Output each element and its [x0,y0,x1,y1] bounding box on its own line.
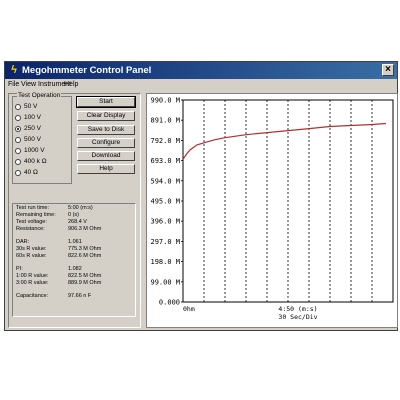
megohmmeter-window: ϟ Megohmmeter Control Panel × File View … [4,61,398,331]
clear-display-button[interactable]: Clear Display [77,111,135,121]
menu-file[interactable]: File [8,81,20,88]
menu-bar: File View Instrument Help [5,79,397,90]
y-tick-label: 495.0 M [150,198,180,206]
menu-instrument[interactable]: Instrument [38,81,72,88]
x-time-label: 4:50 (m:s) [278,305,317,313]
x-scale-label: 30 Sec/Div [278,313,317,321]
lightning-icon: ϟ [11,64,17,76]
y-tick-label: 198.0 M [150,258,180,266]
x-start-label: 0hm [183,305,195,313]
test-operation-group [12,96,72,184]
title-bar[interactable]: ϟ Megohmmeter Control Panel × [5,62,397,79]
y-tick-label: 396.0 M [150,218,180,226]
save-to-disk-button[interactable]: Save to Disk [77,125,135,135]
radio-circle [15,137,21,143]
menu-help[interactable]: Help [64,81,79,88]
y-tick-label: 297.0 M [150,238,180,246]
radio-circle [15,170,21,176]
radio-circle [15,148,21,154]
y-tick-label: 693.0 M [150,157,180,165]
resistance-chart: 990.0 M 891.0 M 792.0 M 693.0 M 594.0 M 495.0… [146,93,398,328]
y-tick-label: 792.0 M [150,137,180,145]
y-tick-label: 99.00 M [150,278,180,286]
y-tick-label: 594.0 M [150,177,180,185]
resistance-series-line [182,122,387,160]
start-button[interactable]: Start [76,96,136,108]
chart-svg: 990.0 M 891.0 M 792.0 M 693.0 M 594.0 M 495.0… [150,97,394,321]
radio-circle [15,104,21,110]
readings-box [12,203,136,317]
radio-circle-selected [15,126,21,132]
y-tick-label: 891.0 M [150,117,180,125]
close-button[interactable]: × [382,64,394,76]
radio-circle [15,115,21,121]
window-title: Megohmmeter Control Panel [22,65,152,76]
radio-circle [15,159,21,165]
help-button[interactable]: Help [77,164,135,174]
control-panel [8,93,141,328]
menu-view[interactable]: View [21,81,37,88]
test-operation-title: Test Operation [17,92,62,100]
y-tick-label: 0.000 [159,299,180,307]
close-icon: × [385,64,391,75]
y-tick-label: 990.0 M [150,97,180,105]
download-button[interactable]: Download [77,151,135,161]
configure-button[interactable]: Configure [77,138,135,148]
